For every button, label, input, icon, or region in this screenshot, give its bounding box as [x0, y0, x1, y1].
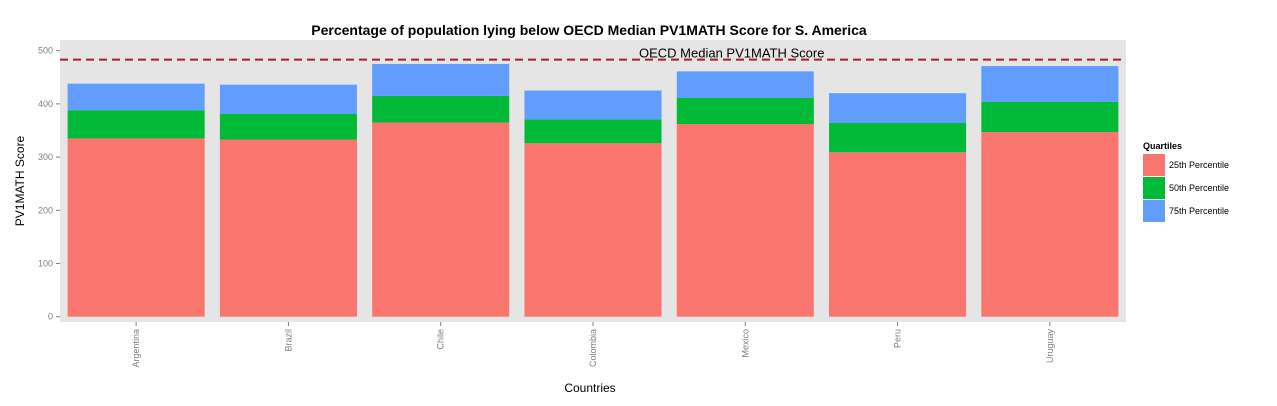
y-tick-label: 300 [38, 152, 53, 162]
bar-argentina-75th-percentile [67, 83, 205, 111]
x-tick-label: Argentina [131, 329, 141, 368]
bar-chile-25th-percentile [372, 122, 510, 317]
bar-peru-50th-percentile [829, 123, 967, 153]
x-tick-label: Brazil [283, 329, 293, 352]
legend: Quartiles 25th Percentile 50th Percentile… [1143, 141, 1229, 222]
y-tick-label: 100 [38, 258, 53, 268]
bar-uruguay-50th-percentile [981, 101, 1119, 133]
x-tick-label: Uruguay [1045, 329, 1055, 364]
y-tick-label: 0 [48, 312, 53, 322]
bars-group [67, 63, 1119, 317]
bar-brazil-50th-percentile [219, 113, 357, 140]
y-tick-label: 200 [38, 205, 53, 215]
bar-argentina-25th-percentile [67, 138, 205, 317]
bar-mexico-75th-percentile [676, 71, 814, 98]
bar-chile-50th-percentile [372, 95, 510, 123]
x-axis-title: Countries [564, 381, 615, 395]
bar-mexico-50th-percentile [676, 97, 814, 125]
bar-peru-25th-percentile [829, 152, 967, 317]
legend-title: Quartiles [1143, 141, 1182, 151]
oecd-median-label: OECD Median PV1MATH Score [639, 46, 824, 61]
y-axis-title: PV1MATH Score [13, 135, 27, 226]
bar-argentina-50th-percentile [67, 110, 205, 139]
legend-label: 25th Percentile [1169, 160, 1229, 170]
legend-swatch-75th-percentile [1143, 200, 1165, 222]
bar-uruguay-75th-percentile [981, 66, 1119, 102]
bar-brazil-25th-percentile [219, 139, 357, 317]
legend-label: 75th Percentile [1169, 206, 1229, 216]
y-axis: 0 100 200 300 400 500 [38, 46, 60, 322]
bar-colombia-25th-percentile [524, 143, 662, 317]
legend-swatch-25th-percentile [1143, 154, 1165, 176]
bar-brazil-75th-percentile [219, 84, 357, 114]
legend-label: 50th Percentile [1169, 183, 1229, 193]
bar-uruguay-25th-percentile [981, 132, 1119, 317]
x-tick-label: Chile [436, 329, 446, 350]
y-tick-label: 400 [38, 99, 53, 109]
bar-colombia-75th-percentile [524, 90, 662, 120]
bar-peru-75th-percentile [829, 93, 967, 124]
x-tick-label: Colombia [588, 329, 598, 367]
legend-swatch-50th-percentile [1143, 177, 1165, 199]
bar-mexico-25th-percentile [676, 124, 814, 317]
x-axis: Argentina Brazil Chile Colombia Mexico Peru Ur… [131, 322, 1055, 368]
chart-title: Percentage of population lying below OEC… [311, 22, 867, 38]
x-tick-label: Mexico [740, 329, 750, 358]
y-tick-label: 500 [38, 46, 53, 56]
bar-colombia-50th-percentile [524, 119, 662, 144]
x-tick-label: Peru [893, 329, 903, 348]
bar-chile-75th-percentile [372, 63, 510, 96]
